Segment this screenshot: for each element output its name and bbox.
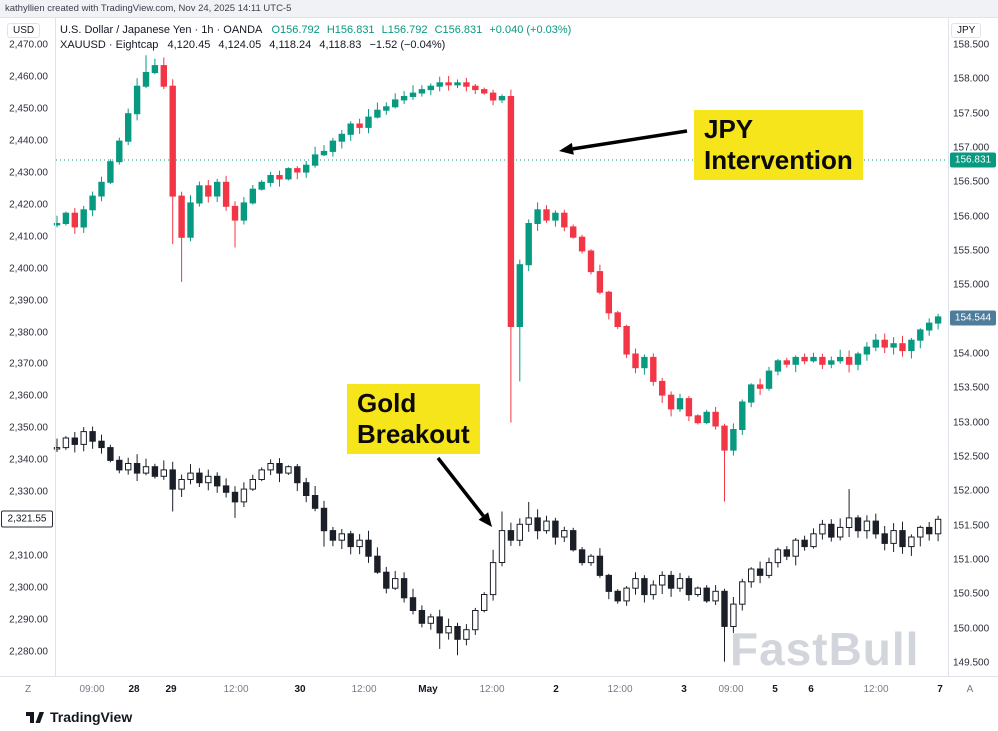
left-axis-separator: [55, 18, 56, 676]
usd-axis-label: 2,300.00: [9, 582, 48, 594]
right-axis-separator: [948, 18, 949, 676]
time-axis-label: 7: [937, 684, 943, 695]
jpy-axis-label: 156.500: [953, 176, 990, 188]
right-axis-currency-chip[interactable]: JPY: [951, 23, 982, 38]
usd-axis-label: 2,430.00: [9, 167, 48, 179]
time-axis-label: A: [966, 684, 974, 695]
xauusd-open: 4,120.45: [167, 39, 211, 51]
xauusd-low: 4,118.24: [269, 39, 312, 51]
usd-axis-label: 2,450.00: [9, 103, 48, 115]
time-axis-label: May: [418, 684, 438, 695]
usd-axis-label: 2,360.00: [9, 390, 48, 402]
jpy-axis-label: 157.000: [953, 142, 990, 154]
annotation-arrow: [436, 456, 492, 527]
jpy-axis-label: 158.500: [953, 39, 990, 51]
usd-axis-label: 2,350.00: [9, 422, 48, 434]
time-axis-label: 12:00: [863, 684, 889, 695]
usdjpy-symbol-title[interactable]: U.S. Dollar / Japanese Yen · 1h · OANDA: [60, 24, 263, 36]
jpy-axis-label: 149.500: [953, 657, 990, 669]
time-axis-label: 30: [294, 684, 306, 695]
time-axis-label: Z: [24, 684, 32, 695]
annotation-line: JPY: [704, 114, 754, 144]
jpy-axis-label: 150.500: [953, 588, 990, 600]
time-axis-label: 6: [808, 684, 814, 695]
usd-axis-label: 2,460.00: [9, 71, 48, 83]
annotation-line: Gold: [357, 388, 417, 418]
time-axis-label: 12:00: [479, 684, 505, 695]
usdjpy-last-price-tag: 156.831: [950, 152, 996, 168]
usd-axis-label: 2,280.00: [9, 646, 48, 658]
annotation-jpy-intervention: JPY Intervention: [694, 110, 863, 180]
tradingview-logo-text: TradingView: [50, 709, 133, 725]
jpy-axis-label: 152.500: [953, 451, 990, 463]
annotation-arrow: [559, 129, 688, 155]
annotation-gold-breakout: Gold Breakout: [347, 384, 480, 454]
jpy-axis-label: 158.000: [953, 73, 990, 85]
usdjpy-close: C156.831: [434, 24, 483, 36]
jpy-axis-label: 151.500: [953, 520, 990, 532]
usd-axis-label: 2,470.00: [9, 39, 48, 51]
xauusd-change: −1.52 (−0.04%): [369, 39, 446, 51]
usd-axis-label: 2,370.00: [9, 358, 48, 370]
gold-last-price-tag: 2,321.55: [1, 510, 53, 528]
time-axis-separator: [0, 676, 998, 677]
xauusd-symbol-title[interactable]: XAUUSD · Eightcap: [60, 39, 159, 51]
time-axis-label: 12:00: [607, 684, 633, 695]
jpy-axis-label: 152.000: [953, 485, 990, 497]
jpy-axis-label: 155.000: [953, 279, 990, 291]
symbol-legend-usdjpy[interactable]: U.S. Dollar / Japanese Yen · 1h · OANDA …: [60, 23, 575, 38]
usdjpy-candles: [53, 55, 942, 502]
usd-axis-label: 2,380.00: [9, 327, 48, 339]
time-axis-label: 12:00: [351, 684, 377, 695]
left-axis-currency-chip[interactable]: USD: [7, 23, 41, 38]
time-axis-label: 09:00: [79, 684, 105, 695]
time-axis-label: 28: [128, 684, 140, 695]
time-axis-label: 29: [165, 684, 177, 695]
usd-axis-label: 2,330.00: [9, 486, 48, 498]
usdjpy-bar-price-tag: 154.544: [950, 310, 996, 326]
xauusd-high: 4,124.05: [218, 39, 262, 51]
credit-bar: kathyllien created with TradingView.com,…: [0, 0, 998, 18]
jpy-axis-label: 151.000: [953, 554, 990, 566]
usd-axis-label: 2,310.00: [9, 550, 48, 562]
jpy-axis-label: 156.000: [953, 211, 990, 223]
jpy-axis-label: 157.500: [953, 108, 990, 120]
usd-axis-label: 2,290.00: [9, 614, 48, 626]
usd-axis-label: 2,340.00: [9, 454, 48, 466]
usdjpy-change: +0.040 (+0.03%): [489, 24, 572, 36]
jpy-axis-label: 153.000: [953, 417, 990, 429]
time-axis-label: 3: [681, 684, 687, 695]
usd-axis-label: 2,440.00: [9, 135, 48, 147]
annotation-line: Intervention: [704, 145, 853, 175]
usd-axis-label: 2,410.00: [9, 231, 48, 243]
usdjpy-high: H156.831: [326, 24, 375, 36]
time-axis-label: 09:00: [718, 684, 744, 695]
time-axis-label: 12:00: [223, 684, 249, 695]
symbol-legend-xauusd[interactable]: XAUUSD · Eightcap 4,120.45 4,124.05 4,11…: [60, 38, 575, 53]
legend: U.S. Dollar / Japanese Yen · 1h · OANDA …: [60, 23, 575, 53]
fastbull-watermark: FastBull: [730, 623, 920, 675]
time-axis-label: 2: [553, 684, 559, 695]
xauusd-candles: [53, 426, 942, 662]
jpy-axis-label: 154.000: [953, 348, 990, 360]
tradingview-logo[interactable]: TradingView: [26, 708, 132, 726]
xauusd-close: 4,118.83: [319, 39, 362, 51]
usd-axis-label: 2,390.00: [9, 295, 48, 307]
usdjpy-open: O156.792: [271, 24, 320, 36]
tradingview-mark-icon: [26, 712, 44, 723]
usd-axis-label: 2,400.00: [9, 263, 48, 275]
jpy-axis-label: 153.500: [953, 382, 990, 394]
usdjpy-low: L156.792: [381, 24, 428, 36]
credit-text: kathyllien created with TradingView.com,…: [5, 3, 292, 14]
jpy-axis-label: 155.500: [953, 245, 990, 257]
usd-axis-label: 2,420.00: [9, 199, 48, 211]
jpy-axis-label: 150.000: [953, 623, 990, 635]
time-axis-label: 5: [772, 684, 778, 695]
annotation-line: Breakout: [357, 419, 470, 449]
